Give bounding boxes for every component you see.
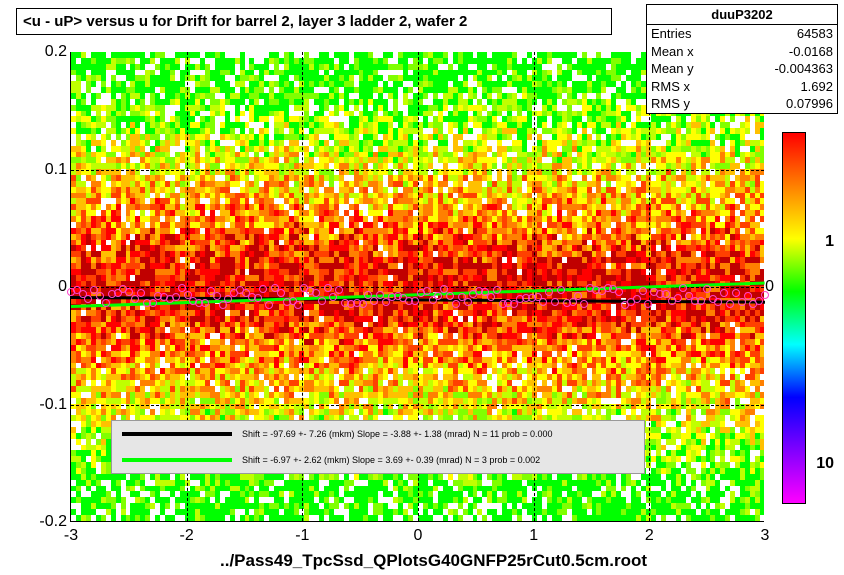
stats-row: RMS x1.692 [647, 78, 837, 96]
ytick-label: 0.1 [23, 161, 67, 179]
ytick-label: -0.1 [23, 396, 67, 414]
legend-text: Shift = -6.97 +- 2.62 (mkm) Slope = 3.69… [242, 455, 540, 465]
xtick-label: -2 [180, 527, 194, 545]
colorbar-tick: 10 [816, 455, 834, 473]
legend-swatch [122, 432, 232, 436]
ytick-label: -0.2 [23, 513, 67, 531]
stats-box: duuP3202 Entries64583Mean x-0.0168Mean y… [646, 4, 838, 114]
stats-row: RMS y0.07996 [647, 95, 837, 113]
xtick-label: 2 [645, 527, 654, 545]
stats-row: Entries64583 [647, 25, 837, 43]
fit-legend-row: Shift = -6.97 +- 2.62 (mkm) Slope = 3.69… [112, 447, 644, 473]
stats-row: Mean x-0.0168 [647, 43, 837, 61]
ytick-label: 0 [23, 278, 67, 296]
ytick-label: 0.2 [23, 43, 67, 61]
fit-legend: Shift = -97.69 +- 7.26 (mkm) Slope = -3.… [111, 420, 645, 474]
plot-area: Shift = -97.69 +- 7.26 (mkm) Slope = -3.… [70, 52, 764, 522]
fit-legend-row: Shift = -97.69 +- 7.26 (mkm) Slope = -3.… [112, 421, 644, 447]
colorbar-tick: 1 [825, 233, 834, 251]
xtick-label: -1 [295, 527, 309, 545]
xtick-label: 0 [414, 527, 423, 545]
colorbar [782, 132, 806, 504]
xtick-label: 3 [761, 527, 770, 545]
chart-title: <u - uP> versus u for Drift for barrel 2… [16, 8, 612, 35]
source-file-label: ../Pass49_TpcSsd_QPlotsG40GNFP25rCut0.5c… [220, 551, 647, 571]
stats-row: Mean y-0.004363 [647, 60, 837, 78]
legend-swatch [122, 458, 232, 462]
legend-text: Shift = -97.69 +- 7.26 (mkm) Slope = -3.… [242, 429, 553, 439]
stats-heading: duuP3202 [647, 5, 837, 25]
xtick-label: 1 [529, 527, 538, 545]
